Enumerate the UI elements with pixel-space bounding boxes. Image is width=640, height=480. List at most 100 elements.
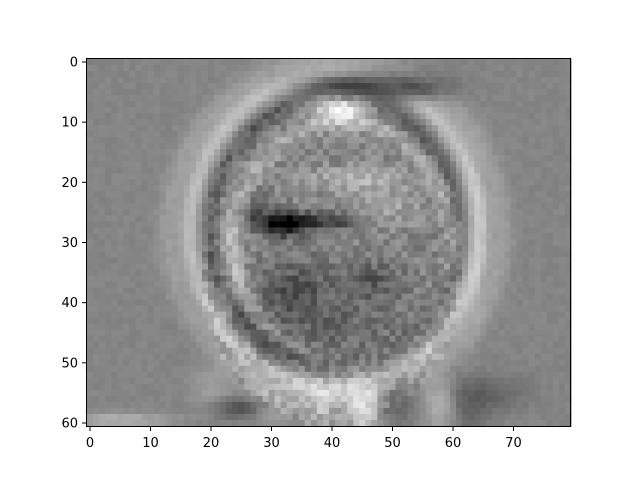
heatmap-cell: [268, 197, 276, 204]
heatmap-cell: [322, 329, 330, 337]
heatmap-cell: [564, 329, 572, 337]
heatmap-cell: [486, 131, 493, 138]
heatmap-cell: [304, 239, 312, 247]
heatmap-cell: [292, 227, 300, 235]
heatmap-cell: [474, 149, 481, 156]
heatmap-cell: [268, 269, 276, 277]
heatmap-cell: [262, 83, 270, 90]
heatmap-cell: [268, 119, 276, 126]
heatmap-cell: [256, 191, 264, 198]
heatmap-cell: [298, 275, 306, 283]
heatmap-cell: [304, 323, 312, 331]
heatmap-cell: [262, 389, 270, 397]
heatmap-cell: [93, 257, 100, 265]
heatmap-cell: [123, 101, 130, 108]
heatmap-cell: [395, 71, 403, 78]
heatmap-cell: [407, 281, 415, 289]
heatmap-cell: [341, 299, 348, 307]
heatmap-cell: [141, 209, 149, 217]
heatmap-cell: [87, 407, 94, 415]
heatmap-cell: [341, 287, 348, 295]
heatmap-cell: [292, 401, 300, 409]
heatmap-cell: [498, 389, 506, 397]
heatmap-cell: [208, 365, 215, 373]
heatmap-cell: [456, 197, 463, 204]
heatmap-cell: [425, 233, 433, 241]
heatmap-cell: [322, 311, 330, 319]
heatmap-cell: [516, 407, 524, 415]
heatmap-cell: [316, 185, 324, 192]
heatmap-cell: [322, 221, 330, 229]
heatmap-cell: [111, 227, 118, 235]
heatmap-cell: [377, 407, 385, 415]
heatmap-cell: [552, 419, 560, 427]
heatmap-cell: [189, 263, 197, 271]
heatmap-cell: [129, 227, 136, 235]
heatmap-cell: [450, 251, 457, 259]
heatmap-cell: [129, 233, 136, 241]
heatmap-cell: [244, 395, 251, 403]
heatmap-cell: [558, 251, 566, 259]
heatmap-cell: [558, 167, 566, 174]
heatmap-cell: [558, 59, 566, 66]
heatmap-cell: [226, 215, 233, 223]
heatmap-cell: [220, 131, 227, 138]
heatmap-cell: [220, 125, 227, 132]
heatmap-cell: [504, 161, 512, 168]
heatmap-cell: [135, 329, 143, 337]
heatmap-cell: [99, 401, 106, 409]
heatmap-cell: [437, 293, 445, 301]
heatmap-cell: [238, 221, 245, 229]
heatmap-cell: [244, 263, 251, 271]
heatmap-cell: [516, 401, 524, 409]
heatmap-cell: [359, 89, 366, 96]
heatmap-cell: [365, 197, 372, 204]
heatmap-cell: [401, 293, 409, 301]
heatmap-cell: [238, 407, 245, 415]
heatmap-cell: [214, 305, 221, 313]
heatmap-cell: [286, 185, 294, 192]
heatmap-cell: [268, 101, 276, 108]
heatmap-cell: [335, 227, 342, 235]
heatmap-cell: [383, 269, 391, 277]
heatmap-cell: [389, 143, 397, 150]
heatmap-cell: [522, 59, 530, 66]
heatmap-cell: [546, 137, 554, 144]
heatmap-cell: [492, 185, 499, 192]
heatmap-cell: [540, 419, 548, 427]
heatmap-cell: [431, 395, 439, 403]
heatmap-cell: [540, 191, 548, 198]
heatmap-cell: [492, 155, 499, 162]
heatmap-cell: [371, 203, 378, 211]
heatmap-cell: [220, 107, 227, 114]
heatmap-cell: [486, 353, 493, 361]
heatmap-cell: [419, 137, 427, 144]
heatmap-cell: [486, 239, 493, 247]
heatmap-cell: [256, 347, 264, 355]
heatmap-cell: [208, 113, 215, 120]
heatmap-cell: [322, 113, 330, 120]
heatmap-cell: [87, 131, 94, 138]
heatmap-cell: [528, 389, 536, 397]
heatmap-cell: [558, 155, 566, 162]
heatmap-cell: [564, 203, 572, 211]
heatmap-cell: [516, 257, 524, 265]
heatmap-cell: [528, 365, 536, 373]
heatmap-cell: [359, 173, 366, 180]
heatmap-cell: [437, 383, 445, 391]
heatmap-cell: [238, 317, 245, 325]
heatmap-cell: [93, 83, 100, 90]
heatmap-cell: [87, 389, 94, 397]
heatmap-cell: [159, 197, 167, 204]
heatmap-cell: [558, 293, 566, 301]
heatmap-cell: [443, 413, 451, 421]
heatmap-cell: [316, 179, 324, 186]
heatmap-cell: [486, 251, 493, 259]
heatmap-cell: [135, 203, 143, 211]
heatmap-cell: [147, 203, 155, 211]
heatmap-cell: [304, 83, 312, 90]
heatmap-cell: [117, 101, 124, 108]
heatmap-cell: [492, 293, 499, 301]
heatmap-cell: [256, 365, 264, 373]
heatmap-cell: [419, 167, 427, 174]
